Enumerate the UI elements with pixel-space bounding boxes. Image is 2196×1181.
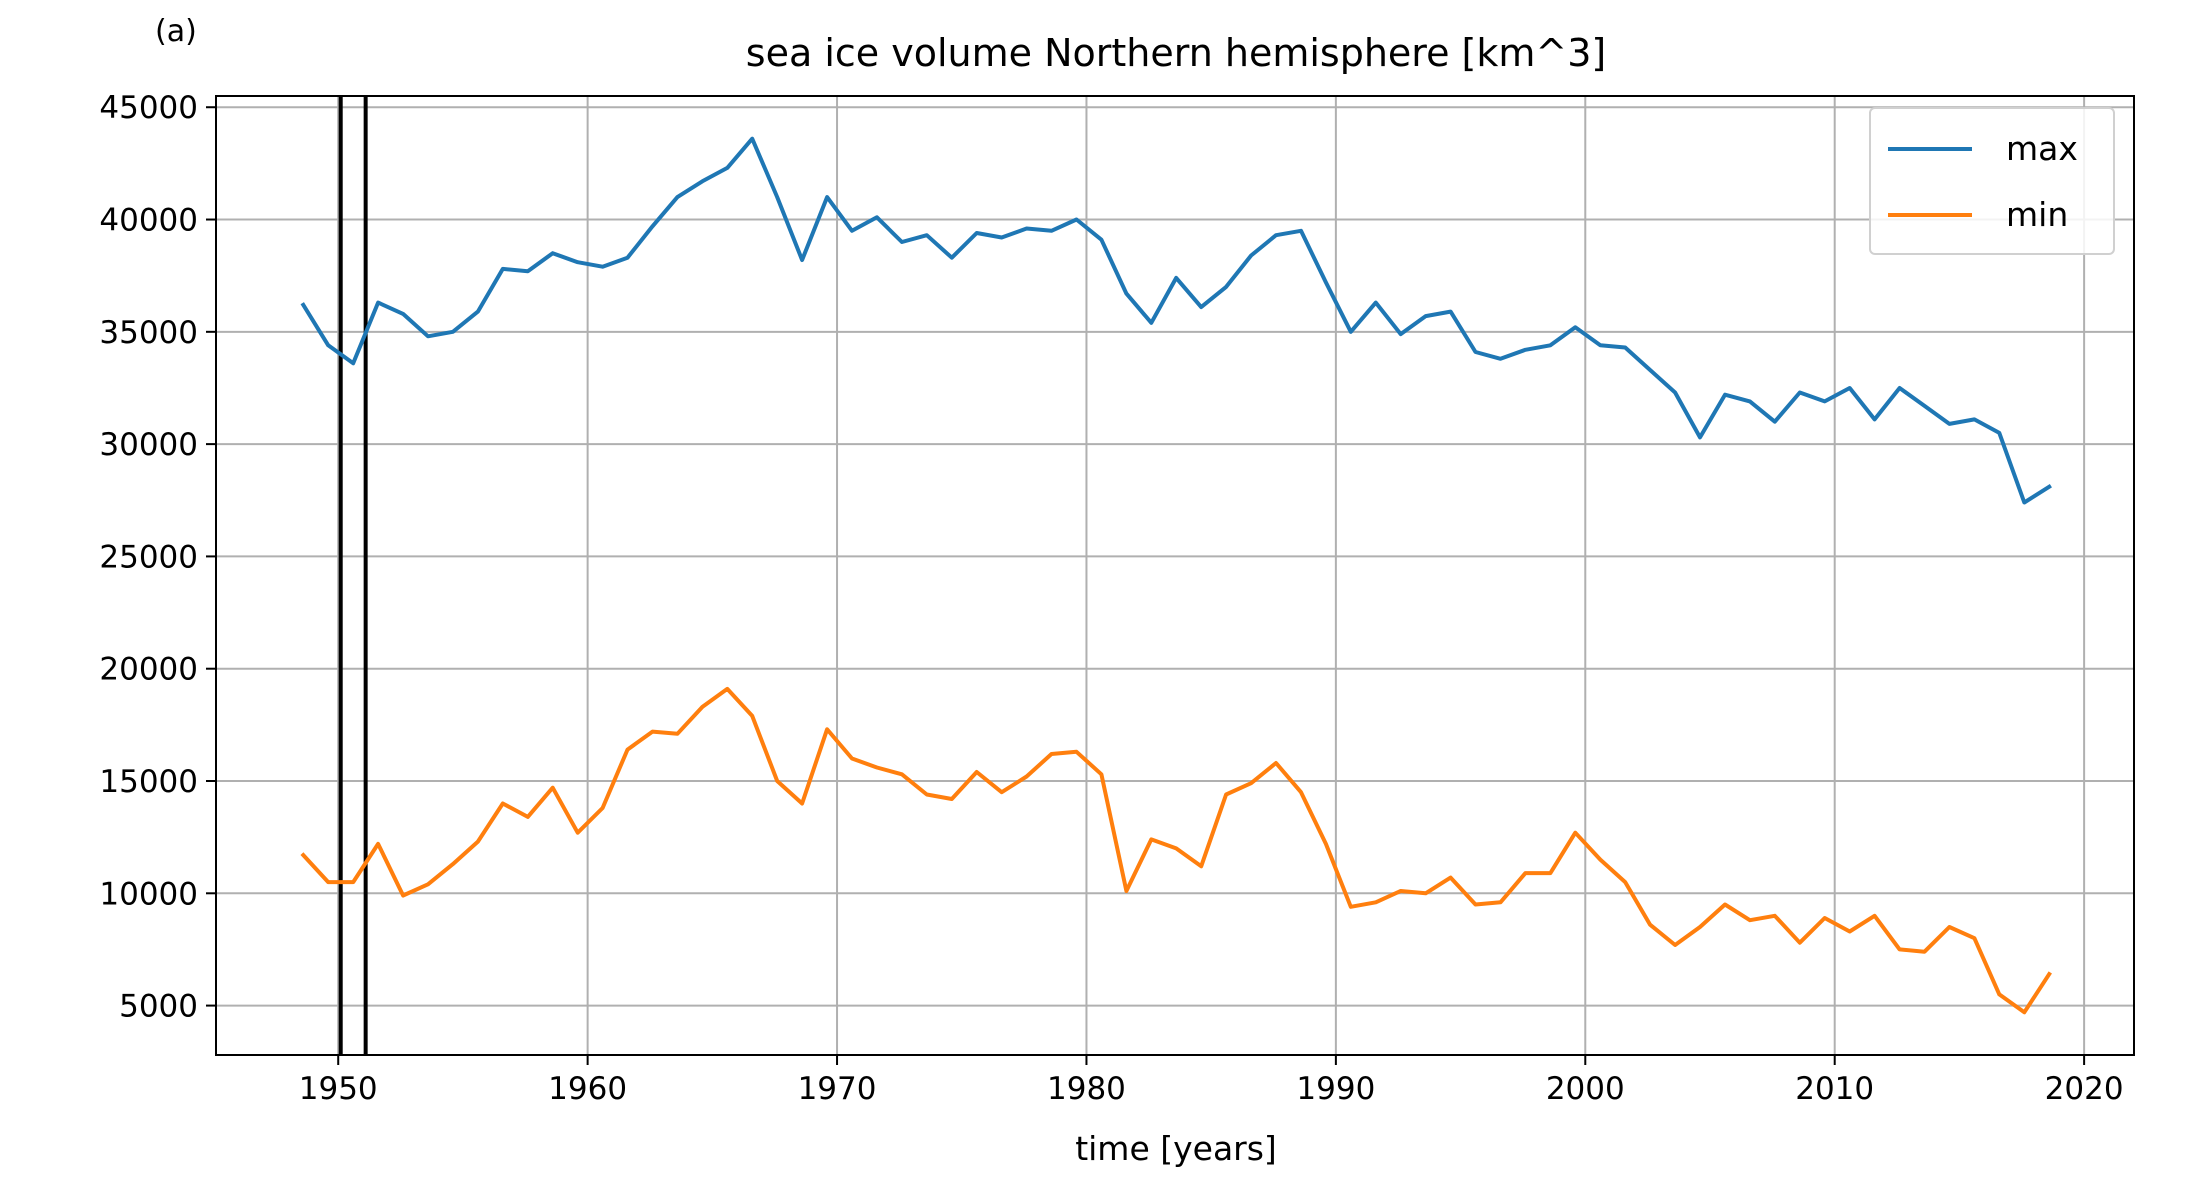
x-tick-label: 1980 (1047, 1071, 1126, 1107)
legend-label-max: max (2006, 129, 2078, 168)
legend: max min (1869, 107, 2115, 255)
y-tick-label: 15000 (99, 764, 198, 800)
grid (216, 96, 2134, 1055)
y-tick-label: 35000 (99, 315, 198, 351)
x-axis-label: time [years] (1075, 1129, 1277, 1168)
x-tick-label: 1950 (299, 1071, 378, 1107)
series-lines (300, 136, 2052, 1015)
x-tick-label: 1970 (798, 1071, 877, 1107)
legend-label-min: min (2006, 195, 2068, 234)
x-tick-label: 2020 (2045, 1071, 2124, 1107)
series-line-max (300, 136, 2052, 505)
y-tick-label: 40000 (99, 203, 198, 239)
legend-box (1869, 107, 2115, 255)
y-axis-ticks: 5000 10000 15000 20000 25000 30000 35000 40000 4… (99, 90, 216, 1025)
y-tick-label: 45000 (99, 90, 198, 126)
x-axis-ticks: 1950 1960 1970 1980 1990 2000 2010 2020 (299, 1055, 2124, 1107)
x-tick-label: 1990 (1296, 1071, 1375, 1107)
y-tick-label: 5000 (119, 989, 198, 1025)
panel-label: (a) (155, 14, 197, 49)
series-line-min (300, 686, 2052, 1015)
y-tick-label: 10000 (99, 876, 198, 912)
x-tick-label: 1960 (548, 1071, 627, 1107)
y-tick-label: 20000 (99, 652, 198, 688)
chart-title: sea ice volume Northern hemisphere [km^3… (746, 31, 1606, 75)
y-tick-label: 25000 (99, 539, 198, 575)
x-tick-label: 2000 (1546, 1071, 1625, 1107)
y-tick-label: 30000 (99, 427, 198, 463)
axes-frame (215, 95, 2135, 1056)
x-tick-label: 2010 (1795, 1071, 1874, 1107)
vertical-markers (338, 96, 368, 1055)
